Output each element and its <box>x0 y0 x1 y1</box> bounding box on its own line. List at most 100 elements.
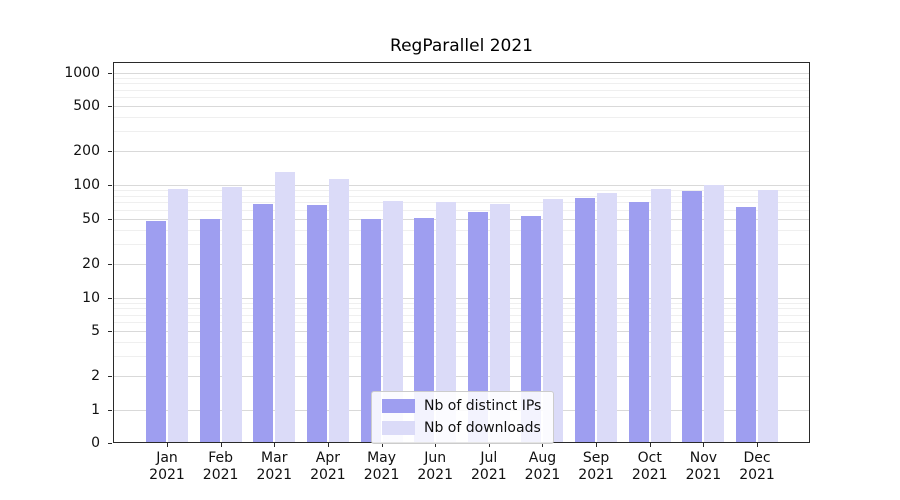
minor-gridline <box>114 322 809 324</box>
x-tick-label-line: 2021 <box>471 467 507 483</box>
x-tick-label-line: Sep <box>582 450 610 466</box>
x-tick-label-line: Feb <box>208 450 234 466</box>
minor-gridline <box>114 89 809 91</box>
x-tick-label: Oct 2021 <box>617 450 683 484</box>
bar-distinct-ips <box>575 197 596 442</box>
y-tick-label: 10 <box>82 289 100 306</box>
y-tick <box>108 218 112 220</box>
minor-gridline <box>114 229 809 231</box>
bar-downloads <box>758 190 779 442</box>
y-tick <box>108 410 112 411</box>
x-tick-label: Dec 2021 <box>724 450 790 484</box>
x-tick-label-line: 2021 <box>631 467 668 483</box>
y-tick <box>108 331 112 333</box>
minor-gridline <box>114 131 809 133</box>
x-tick-label-line: Dec <box>743 450 771 466</box>
x-tick-label: Mar 2021 <box>241 450 307 484</box>
x-tick-label-line: Nov <box>689 450 718 466</box>
x-tick <box>327 443 329 447</box>
x-tick-label: Jun 2021 <box>402 450 468 484</box>
x-tick-label-line: 2021 <box>256 467 293 483</box>
x-tick-label: Jul 2021 <box>456 450 522 484</box>
major-gridline <box>114 297 809 299</box>
y-tick <box>108 185 112 186</box>
minor-gridline <box>114 190 809 192</box>
bar-downloads <box>704 185 725 442</box>
bar-downloads <box>436 202 457 442</box>
x-tick-label-line: 2021 <box>202 467 239 483</box>
x-tick-label-line: 2021 <box>739 467 775 483</box>
x-tick-label-line: 2021 <box>524 467 561 483</box>
y-tick-label: 1 <box>91 402 100 418</box>
x-tick-label-line: 2021 <box>310 467 346 483</box>
legend: Nb of distinct IPs Nb of downloads <box>371 391 555 444</box>
bar-distinct-ips <box>736 206 757 442</box>
x-tick-label-line: Apr <box>315 450 341 466</box>
major-gridline <box>114 106 809 108</box>
x-tick <box>274 443 276 447</box>
x-tick-label-line: May <box>367 450 397 466</box>
legend-label-distinct-ips: Nb of distinct IPs <box>424 398 542 414</box>
y-tick <box>108 376 112 378</box>
minor-gridline <box>114 302 809 304</box>
x-tick-label-line: 2021 <box>685 467 722 483</box>
x-tick-label: Feb 2021 <box>188 450 254 484</box>
bar-distinct-ips <box>682 191 703 442</box>
major-gridline <box>114 331 809 333</box>
minor-gridline <box>114 308 809 310</box>
minor-gridline <box>114 83 809 85</box>
x-tick <box>381 443 383 447</box>
bar-downloads <box>489 203 510 442</box>
x-tick-label-line: 2021 <box>578 467 614 483</box>
bar-downloads <box>221 186 242 442</box>
bar-downloads <box>168 189 188 442</box>
bar-distinct-ips <box>146 220 166 442</box>
major-gridline <box>114 263 809 265</box>
y-tick-label: 100 <box>73 177 100 193</box>
x-tick <box>757 443 759 447</box>
minor-gridline <box>114 314 809 316</box>
x-tick <box>596 443 598 447</box>
x-tick-label: Aug 2021 <box>509 450 575 484</box>
bar-downloads <box>543 199 564 442</box>
y-tick-label: 5 <box>91 323 100 340</box>
bar-distinct-ips <box>360 218 381 442</box>
bar-distinct-ips <box>628 202 649 442</box>
x-tick-label-line: Mar <box>261 450 288 466</box>
x-tick <box>488 443 490 447</box>
y-tick-label: 1000 <box>64 64 100 81</box>
x-tick <box>542 443 544 447</box>
x-tick-label-line: 2021 <box>149 467 185 483</box>
y-tick <box>108 297 112 299</box>
x-tick-label: Sep 2021 <box>563 450 629 484</box>
major-gridline <box>114 72 809 74</box>
major-gridline <box>114 218 809 220</box>
x-tick-label-line: Oct <box>637 450 662 466</box>
bar-downloads <box>275 172 296 442</box>
legend-swatch-downloads <box>382 421 415 435</box>
minor-gridline <box>114 195 809 197</box>
legend-item-downloads: Nb of downloads <box>382 420 541 436</box>
x-tick-label: Apr 2021 <box>295 450 361 484</box>
x-tick <box>435 443 437 447</box>
minor-gridline <box>114 97 809 99</box>
x-tick <box>167 443 168 447</box>
bar-downloads <box>328 179 349 442</box>
minor-gridline <box>114 243 809 245</box>
y-tick <box>108 72 112 74</box>
y-tick <box>108 106 112 108</box>
y-tick-label: 200 <box>73 143 100 160</box>
legend-label-downloads: Nb of downloads <box>424 420 541 436</box>
minor-gridline <box>114 342 809 344</box>
x-tick-label-line: Jan <box>156 450 178 466</box>
minor-gridline <box>114 117 809 119</box>
y-tick <box>108 151 112 153</box>
x-tick-label-line: Jun <box>424 450 447 466</box>
plot-area <box>113 62 810 443</box>
bar-distinct-ips <box>521 216 542 442</box>
y-tick <box>108 443 112 444</box>
x-tick <box>220 443 222 447</box>
x-tick-label-line: 2021 <box>363 467 400 483</box>
major-gridline <box>114 151 809 153</box>
y-tick-label: 500 <box>73 98 100 115</box>
